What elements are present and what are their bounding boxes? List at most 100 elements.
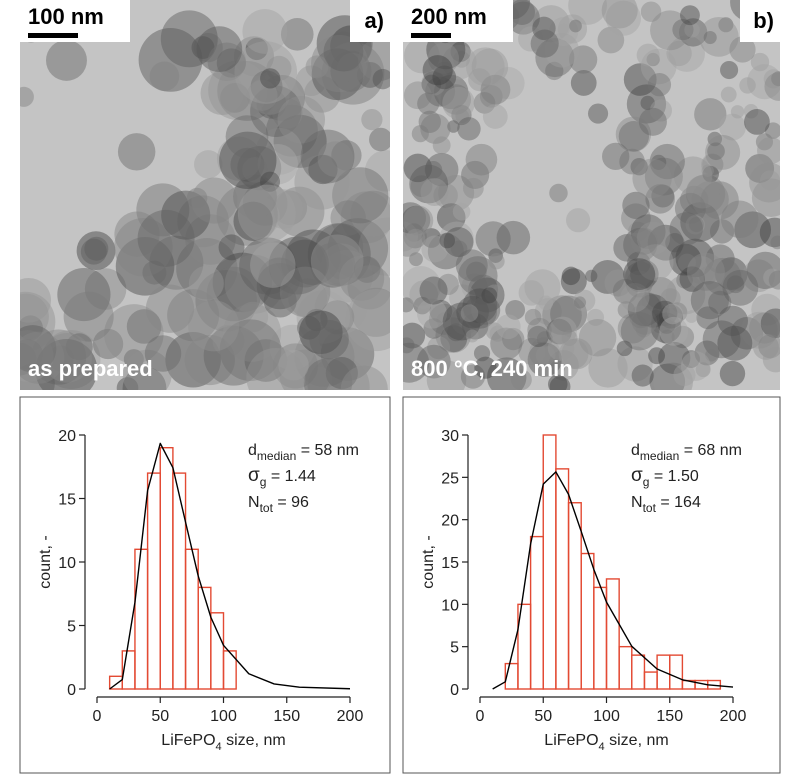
particle [739,77,756,94]
particle [719,360,746,387]
particle [246,79,278,111]
scale-bar [411,33,451,38]
particle [659,304,684,329]
particle [634,312,650,327]
panel-frame [402,396,781,774]
particle [702,153,724,176]
particle [315,223,364,272]
particle [76,231,116,271]
label-box [740,0,780,42]
particle [650,312,682,344]
particle [351,287,390,337]
particle [256,88,287,119]
particle [644,276,677,310]
particle [63,291,114,342]
particle [602,142,630,171]
particle [488,248,503,263]
particle [447,120,460,133]
particle [705,134,741,170]
particle [138,27,203,92]
particle [318,328,341,351]
particle [718,17,734,33]
particle [435,317,472,354]
particle [303,358,353,390]
scale-bar [28,33,78,38]
particle [160,10,218,68]
particle [690,280,730,320]
particle [308,154,338,185]
particle [339,255,385,301]
annotation-text: = 164 [656,494,701,511]
particle [217,61,278,121]
particle [65,333,93,361]
particle [420,113,451,144]
particle [268,236,327,295]
particle [631,309,658,335]
particle [460,304,479,322]
particle [680,351,711,381]
particle [717,325,753,361]
particle [509,0,536,25]
particle [698,17,739,57]
particle [630,259,659,289]
particle [273,114,327,168]
particle [47,345,74,372]
particle [460,364,486,389]
particle [730,105,745,119]
particle [652,300,678,326]
annotation-symbol: σ [248,465,260,486]
particle [573,296,587,309]
particle [674,192,706,224]
particle [195,270,258,332]
x-tick-label: 150 [273,708,300,725]
particle [665,233,685,253]
particle [645,184,675,214]
particle [675,238,715,278]
particle [452,202,471,221]
particle [420,178,449,207]
particle [433,74,469,110]
particle [263,189,303,229]
particle [662,303,684,325]
particle [295,65,327,96]
particle [750,52,770,72]
particle [626,251,651,276]
annotation-symbol: N [631,494,643,511]
particle [471,48,509,86]
particle [114,211,160,257]
particle [651,184,675,208]
particle [436,203,466,232]
particle [257,144,299,185]
particle [260,68,281,89]
particle [746,251,780,290]
annotation-text: = 68 nm [679,442,742,459]
particle [707,131,723,147]
particle [631,364,654,387]
particle [749,312,780,344]
particle [234,41,298,104]
annotation-symbol: d [631,442,640,459]
particle [310,234,364,288]
x-tick-label: 100 [210,708,237,725]
particle [142,260,167,285]
particle [203,325,264,386]
particle [188,300,240,352]
particle [680,202,720,242]
particle [422,55,453,86]
particle [734,211,772,249]
particle [617,301,636,319]
particle [340,365,388,390]
particle [549,17,579,47]
particle [481,287,498,304]
particle [403,225,427,249]
particle [447,323,466,342]
particle [244,339,288,382]
particle [177,195,229,248]
particle [647,224,684,261]
particle [239,237,297,295]
particle [216,48,246,78]
label-box [350,0,390,42]
particle [442,86,475,120]
particle [442,302,481,341]
